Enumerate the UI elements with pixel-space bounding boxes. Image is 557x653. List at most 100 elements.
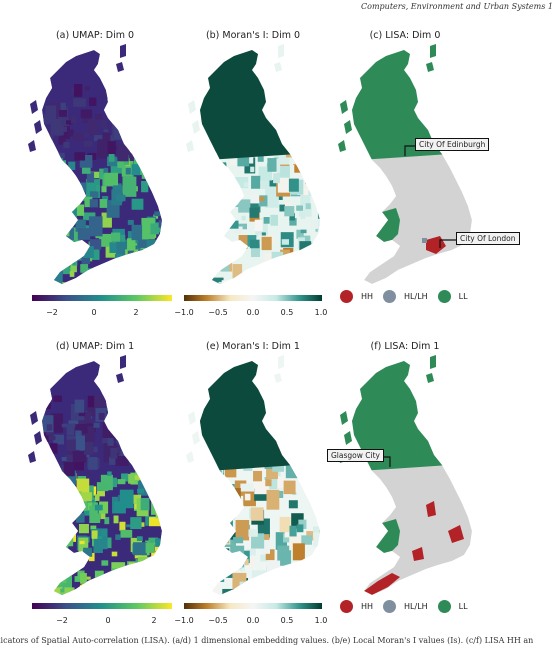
map-region xyxy=(220,263,230,272)
island xyxy=(344,431,352,445)
map-region xyxy=(210,545,222,559)
map-region xyxy=(141,147,152,164)
map-region xyxy=(316,186,320,199)
map-region xyxy=(304,481,315,491)
map-region xyxy=(140,561,148,568)
map-region xyxy=(313,172,320,178)
map-region xyxy=(240,564,245,572)
map-region xyxy=(227,220,239,229)
map-region xyxy=(265,549,275,561)
map-region xyxy=(164,498,170,505)
map-region xyxy=(266,560,281,573)
map-region xyxy=(242,283,248,284)
island xyxy=(278,44,284,58)
map-region xyxy=(306,434,319,453)
island xyxy=(186,140,194,152)
map-region xyxy=(140,445,145,451)
map-region xyxy=(45,430,54,436)
map-region xyxy=(65,204,77,219)
map-region xyxy=(89,97,97,106)
map-region xyxy=(74,576,80,582)
map-region xyxy=(76,500,88,511)
map-region xyxy=(213,178,228,193)
map-region xyxy=(86,576,91,580)
map-region xyxy=(305,203,311,210)
map-region xyxy=(253,470,263,482)
map-region xyxy=(145,124,158,134)
colorbar-viridis xyxy=(32,603,172,609)
colorbar-tick: 1.0 xyxy=(314,308,328,317)
map-region xyxy=(210,582,221,595)
map-region xyxy=(222,516,236,529)
map-region xyxy=(316,499,320,506)
map-region xyxy=(319,428,320,434)
map-region xyxy=(282,105,296,121)
legend-label: LL xyxy=(458,292,468,301)
uk-map-umap-dim1 xyxy=(28,355,170,595)
map-region xyxy=(62,282,73,284)
map-region xyxy=(110,232,121,242)
map-region xyxy=(165,522,170,536)
map-region xyxy=(137,468,143,473)
map-region xyxy=(130,494,142,504)
island xyxy=(426,62,434,72)
map-region xyxy=(286,423,291,427)
map-region xyxy=(224,232,230,239)
map-region xyxy=(242,235,257,247)
map-region xyxy=(88,216,103,237)
callout-pointer xyxy=(439,239,456,248)
map-region xyxy=(83,246,94,259)
map-region xyxy=(296,205,304,211)
map-region xyxy=(80,573,87,584)
map-region xyxy=(279,516,291,533)
map-region xyxy=(99,501,109,514)
map-region xyxy=(119,410,133,428)
map-region xyxy=(302,586,313,595)
map-region xyxy=(317,499,320,515)
map-region xyxy=(57,501,68,514)
map-region xyxy=(112,568,124,586)
map-region xyxy=(300,97,306,104)
panel-lisa-dim0: (c) LISA: Dim 0 City Of Edinburgh City O… xyxy=(330,30,530,325)
map-region xyxy=(157,586,162,595)
map-region xyxy=(155,154,162,166)
map-region xyxy=(222,548,230,554)
map-region xyxy=(288,108,303,131)
map-region xyxy=(42,88,45,94)
map-region xyxy=(63,462,75,477)
map-region xyxy=(144,148,155,160)
map-region xyxy=(109,264,121,277)
map-region xyxy=(140,413,150,422)
map-region xyxy=(150,488,162,497)
island xyxy=(192,120,200,134)
map-region xyxy=(78,537,89,552)
map-region xyxy=(105,409,119,419)
map-region xyxy=(304,148,311,154)
map-region xyxy=(94,395,106,409)
map-region xyxy=(100,120,108,129)
map-region xyxy=(319,523,320,542)
map-region xyxy=(277,107,284,116)
map-region xyxy=(259,196,265,202)
uk-map-lisa-dim1 xyxy=(338,355,472,595)
map-region xyxy=(305,177,314,184)
map-region xyxy=(244,493,251,501)
panel-umap-dim0: (a) UMAP: Dim 0 −2 0 2 xyxy=(20,30,172,325)
map-region xyxy=(69,491,83,506)
map-region xyxy=(89,505,101,524)
colorbar-tick: 0.0 xyxy=(246,308,260,317)
colorbar-brbg xyxy=(184,295,322,301)
map-region xyxy=(71,593,81,595)
map-region xyxy=(203,539,211,551)
map-region xyxy=(143,440,152,451)
map-region xyxy=(136,156,143,162)
colorbar-tick: −1.0 xyxy=(174,308,194,317)
map-region xyxy=(62,266,74,275)
map-region xyxy=(319,263,320,281)
map-region xyxy=(251,570,266,588)
map-region xyxy=(71,240,77,246)
map-region xyxy=(153,557,160,566)
map-region xyxy=(94,504,103,511)
map-region xyxy=(120,234,126,242)
ll-swatch xyxy=(437,290,451,303)
